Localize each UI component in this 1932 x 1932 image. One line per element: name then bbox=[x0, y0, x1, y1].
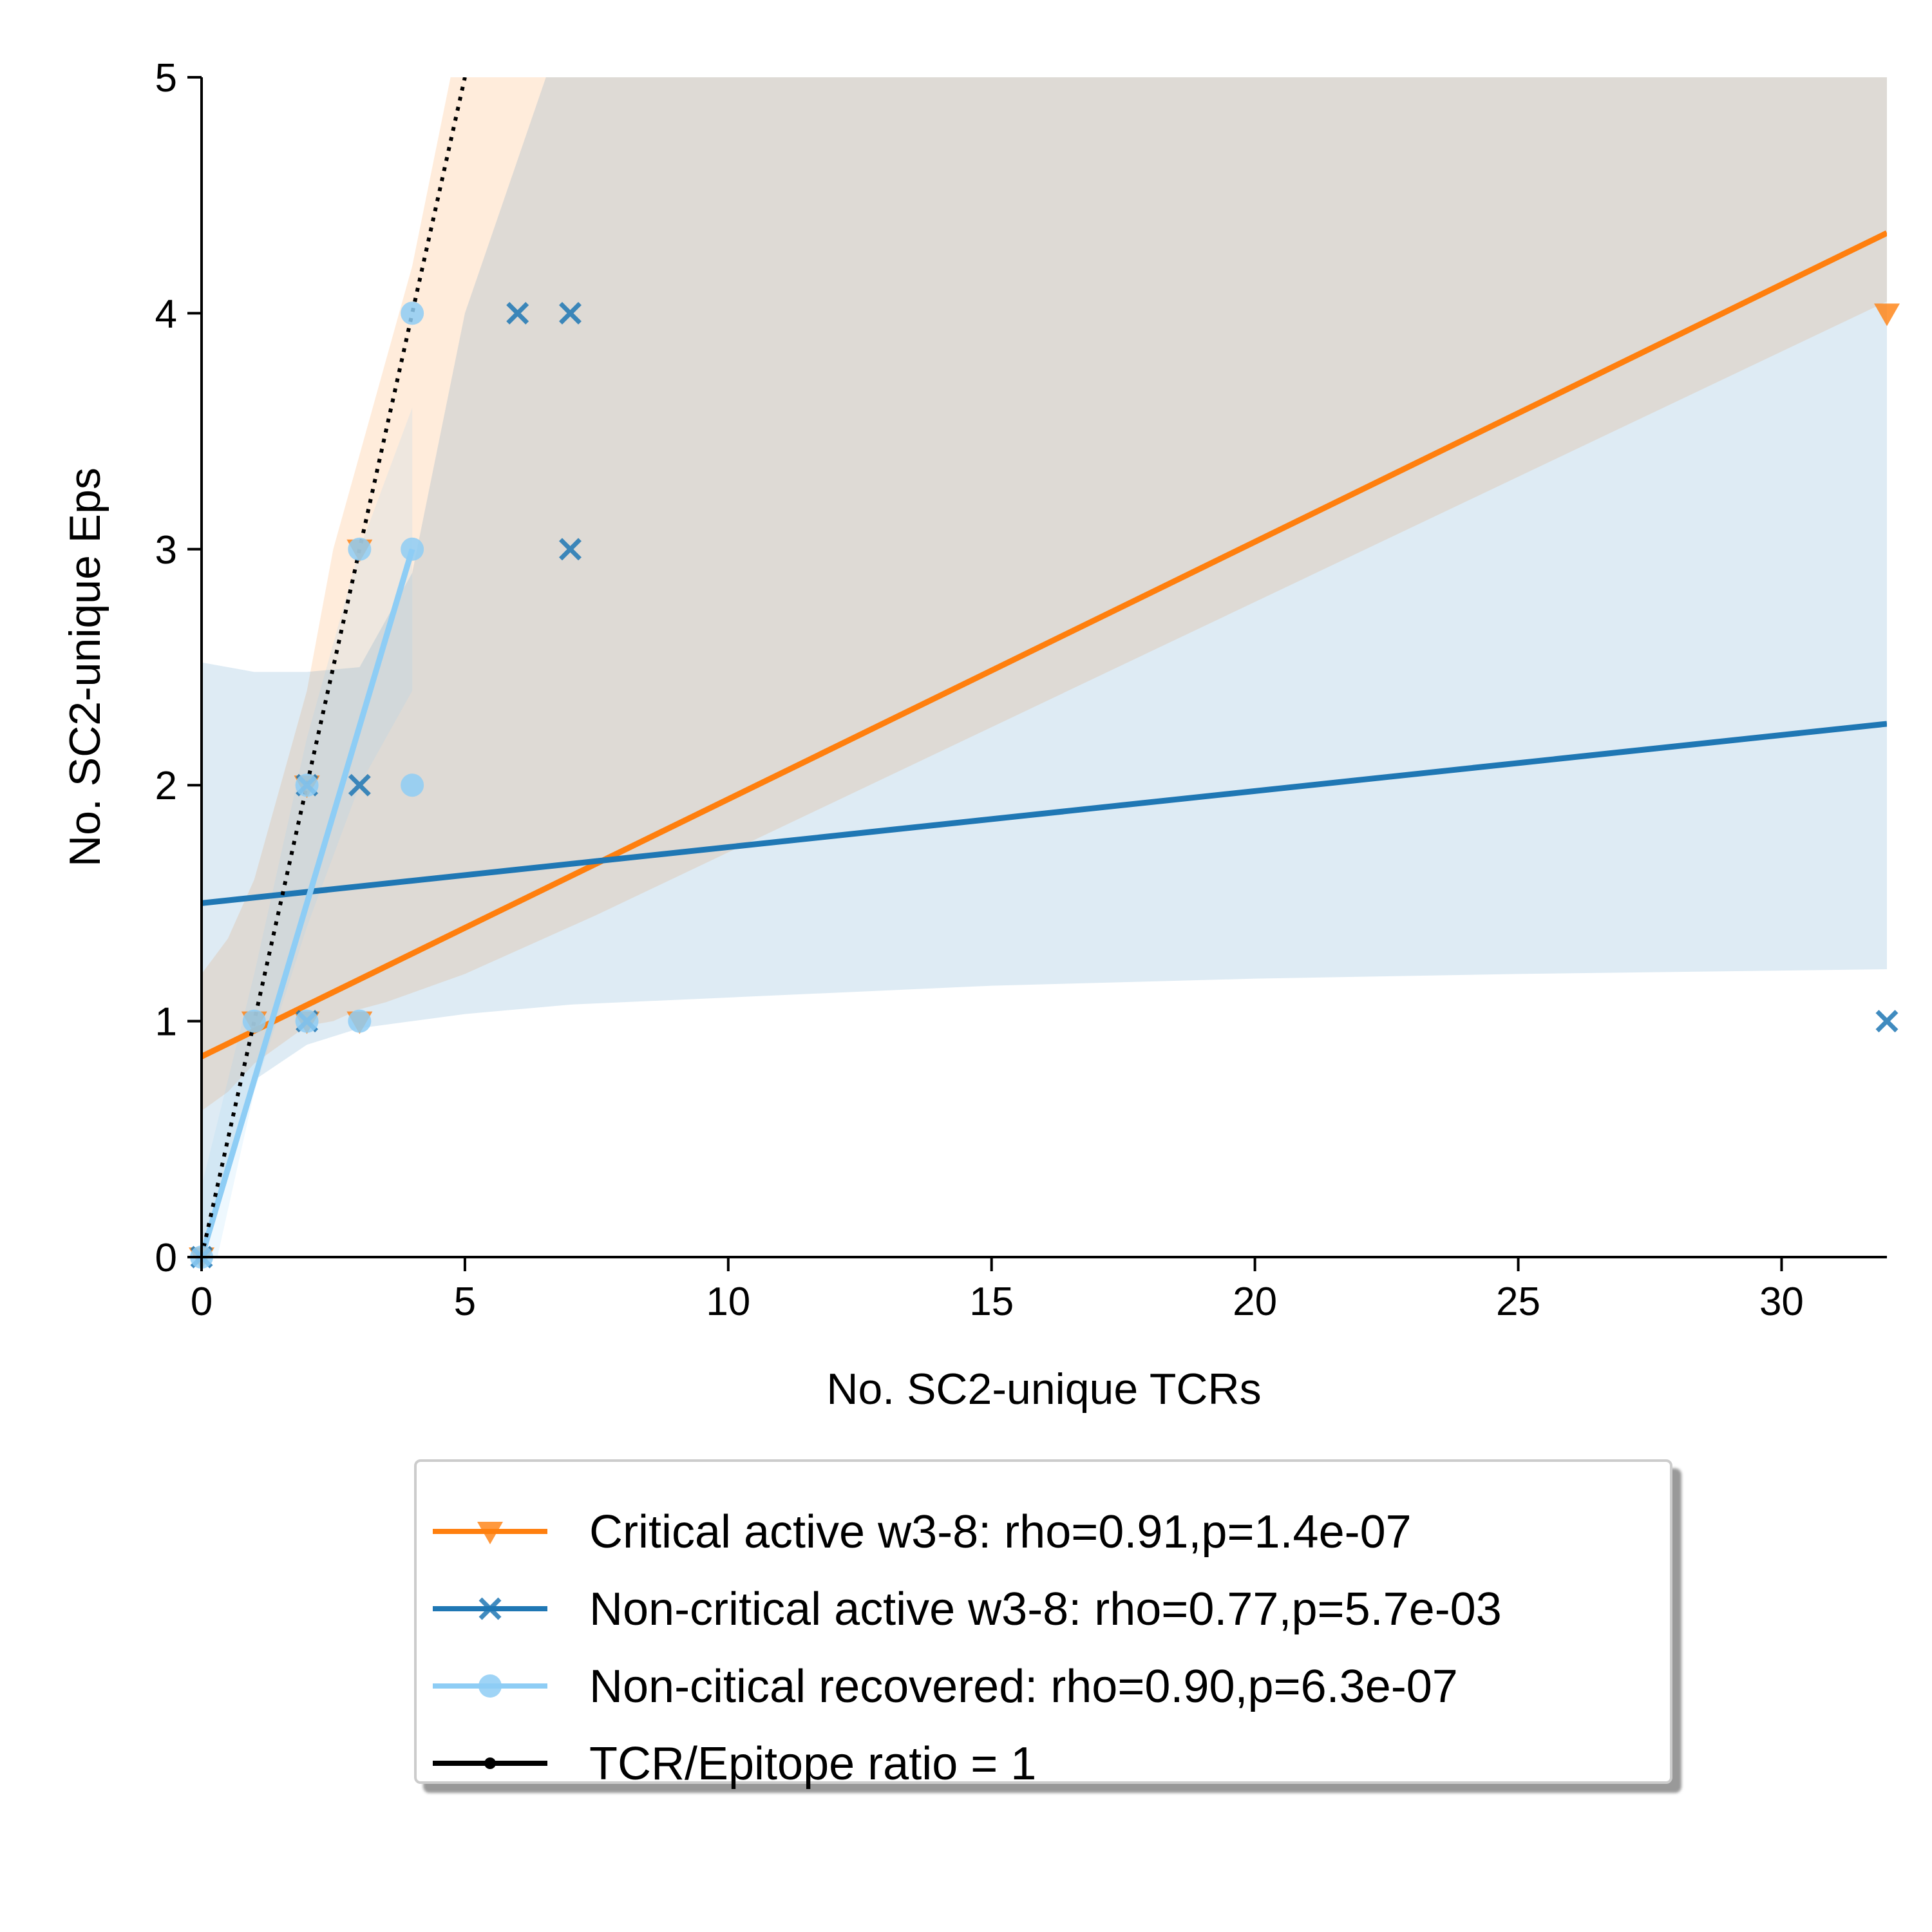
legend-item: TCR/Epitope ratio = 1 bbox=[433, 1738, 1036, 1790]
x-tick-label: 0 bbox=[191, 1280, 213, 1324]
data-point bbox=[348, 1009, 372, 1033]
data-point bbox=[295, 773, 319, 797]
y-tick-label: 3 bbox=[155, 528, 177, 573]
scatter-points bbox=[189, 301, 1900, 1270]
legend-label: Non-citical recovered: rho=0.90,p=6.3e-0… bbox=[589, 1661, 1458, 1712]
data-point bbox=[1875, 1010, 1899, 1033]
data-point bbox=[242, 1009, 266, 1033]
data-point bbox=[558, 301, 582, 325]
data-point bbox=[1874, 303, 1900, 327]
x-tick-label: 30 bbox=[1759, 1280, 1804, 1324]
y-axis-label: No. SC2-unique Eps bbox=[61, 468, 109, 867]
confidence-band-1 bbox=[202, 77, 1887, 1257]
regression-lines bbox=[202, 230, 1887, 1257]
legend-marker bbox=[484, 1757, 496, 1769]
x-tick-label: 15 bbox=[969, 1280, 1014, 1324]
legend-label: TCR/Epitope ratio = 1 bbox=[589, 1738, 1036, 1790]
regression-line-2 bbox=[202, 548, 415, 1257]
data-point bbox=[348, 537, 372, 561]
legend-label: Non-critical active w3-8: rho=0.77,p=5.7… bbox=[589, 1584, 1502, 1635]
confidence-band-2 bbox=[202, 407, 413, 1257]
y-tick-label: 0 bbox=[155, 1236, 177, 1280]
y-tick-label: 5 bbox=[155, 56, 177, 100]
data-point bbox=[348, 773, 371, 797]
y-tick-label: 1 bbox=[155, 1000, 177, 1045]
axes bbox=[200, 77, 1887, 1258]
confidence-bands bbox=[202, 77, 1887, 1257]
legend-item: Critical active w3-8: rho=0.91,p=1.4e-07 bbox=[433, 1506, 1412, 1558]
regression-line-1 bbox=[202, 721, 1887, 906]
regression-line-0 bbox=[202, 230, 1887, 1059]
y-tick-label: 4 bbox=[155, 292, 177, 336]
data-point bbox=[558, 538, 582, 561]
x-ticks: 0 5 10 15 20 25 30 bbox=[191, 1257, 1804, 1324]
y-tick-label: 2 bbox=[155, 764, 177, 808]
x-tick-label: 10 bbox=[706, 1280, 750, 1324]
legend-item: Non-critical active w3-8: rho=0.77,p=5.7… bbox=[433, 1584, 1502, 1635]
data-point bbox=[295, 1009, 319, 1033]
x-tick-label: 25 bbox=[1496, 1280, 1540, 1324]
x-axis-label: No. SC2-unique TCRs bbox=[826, 1365, 1261, 1414]
legend-frame bbox=[414, 1459, 1672, 1784]
legend-marker bbox=[478, 1674, 502, 1698]
legend-marker bbox=[477, 1522, 503, 1544]
legend: Critical active w3-8: rho=0.91,p=1.4e-07… bbox=[414, 1459, 1672, 1790]
data-point bbox=[506, 301, 529, 325]
data-point bbox=[401, 537, 424, 561]
legend-label: Critical active w3-8: rho=0.91,p=1.4e-07 bbox=[589, 1506, 1412, 1558]
x-tick-label: 5 bbox=[454, 1280, 476, 1324]
data-point bbox=[401, 773, 424, 797]
x-tick-label: 20 bbox=[1233, 1280, 1277, 1324]
legend-marker bbox=[478, 1597, 502, 1620]
data-point bbox=[401, 301, 424, 325]
y-ticks: 0 1 2 3 4 5 bbox=[155, 56, 202, 1280]
legend-item: Non-citical recovered: rho=0.90,p=6.3e-0… bbox=[433, 1661, 1458, 1712]
